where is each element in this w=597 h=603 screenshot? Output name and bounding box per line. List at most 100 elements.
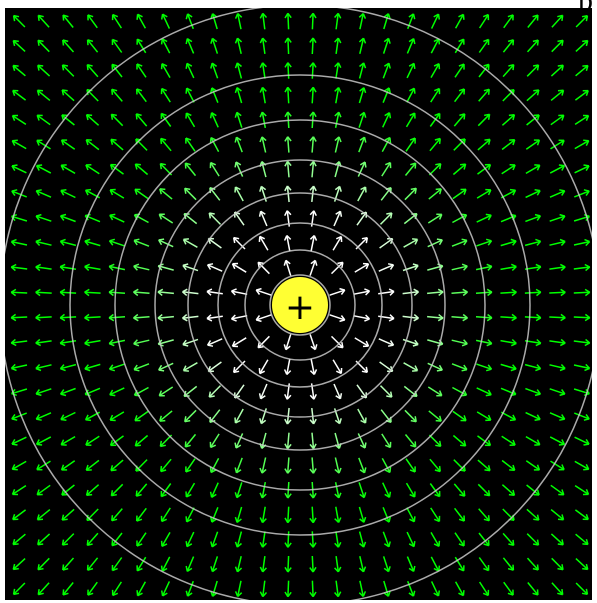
field-arrow [477, 435, 492, 447]
field-arrow [10, 238, 28, 247]
field-arrow [475, 263, 493, 271]
field-arrow [334, 86, 342, 104]
field-arrow [60, 411, 76, 422]
field-arrow [358, 62, 367, 79]
field-arrow [84, 313, 101, 322]
field-arrow [86, 63, 99, 78]
field-arrow [407, 580, 416, 597]
field-arrow [430, 581, 441, 597]
field-arrow [158, 238, 174, 248]
field-arrow [134, 434, 149, 447]
field-diagram: + [5, 8, 592, 600]
field-arrow [478, 557, 490, 572]
field-arrow [87, 581, 98, 596]
field-arrow [354, 337, 370, 348]
field-arrow [160, 458, 172, 473]
field-arrow [210, 580, 218, 597]
field-arrow [382, 507, 392, 523]
field-arrow [37, 64, 51, 77]
field-arrow [109, 163, 124, 175]
field-arrow [309, 555, 317, 573]
field-arrow [62, 14, 74, 28]
field-arrow [11, 189, 27, 198]
field-arrow [108, 238, 125, 247]
field-arrow [334, 136, 342, 153]
field-arrow [11, 139, 27, 150]
field-arrow [378, 338, 395, 347]
field-arrow [59, 387, 76, 397]
field-arrow [309, 358, 318, 376]
field-arrow [259, 62, 267, 79]
field-arrow [500, 363, 517, 372]
field-arrow [35, 388, 52, 397]
field-arrow [476, 188, 492, 199]
field-arrow [574, 89, 589, 101]
field-arrow [451, 288, 468, 297]
field-arrow [36, 89, 51, 101]
field-arrow [549, 164, 566, 174]
field-arrow [185, 62, 195, 79]
field-arrow [36, 460, 51, 471]
field-arrow [402, 314, 419, 322]
field-arrow [62, 39, 75, 53]
field-arrow [35, 263, 52, 272]
field-arrow [185, 482, 196, 498]
field-arrow [382, 531, 391, 548]
field-arrow [284, 136, 292, 153]
field-arrow [259, 580, 268, 598]
field-arrow [428, 188, 442, 200]
field-arrow [206, 338, 223, 347]
field-arrow [358, 111, 367, 128]
field-arrow [353, 288, 371, 296]
field-arrow [134, 410, 149, 422]
field-arrow [234, 580, 243, 598]
field-arrow [258, 235, 269, 251]
field-arrow [525, 435, 541, 446]
field-arrow [525, 164, 541, 175]
field-arrow [427, 314, 444, 322]
field-arrow [502, 88, 515, 102]
field-arrow [525, 188, 541, 199]
field-arrow [525, 387, 542, 397]
field-arrow [234, 136, 243, 153]
field-arrow [500, 263, 517, 272]
charge-circle [272, 277, 328, 333]
field-arrow [232, 236, 246, 250]
field-arrow [255, 314, 272, 323]
field-arrow [382, 556, 391, 573]
field-arrow [525, 213, 542, 223]
field-arrow [182, 263, 199, 272]
field-arrow [284, 12, 292, 30]
field-arrow [234, 161, 244, 177]
field-arrow [358, 12, 367, 30]
field-arrow [11, 164, 27, 174]
field-arrow [206, 263, 223, 272]
field-arrow [206, 288, 223, 296]
equipotential-circle [187, 192, 413, 418]
field-arrow [86, 39, 99, 53]
field-arrow [358, 457, 367, 474]
field-arrow [358, 506, 367, 523]
field-arrow [259, 506, 267, 524]
field-arrow [157, 288, 174, 296]
field-arrow [402, 288, 419, 296]
field-arrows [10, 12, 591, 598]
field-arrow [429, 137, 441, 152]
field-arrow [184, 409, 197, 423]
field-arrow [86, 532, 99, 547]
field-arrow [208, 212, 222, 225]
field-arrow [109, 411, 125, 422]
field-arrow [283, 234, 292, 252]
field-arrow [309, 136, 317, 153]
field-arrow [477, 163, 492, 175]
field-arrow [382, 62, 391, 79]
field-arrow [332, 235, 343, 251]
field-arrow [11, 460, 27, 471]
field-arrow [234, 457, 243, 474]
field-arrow [454, 507, 466, 522]
field-arrow [403, 238, 419, 248]
field-arrow [11, 484, 27, 496]
field-arrow [358, 580, 367, 598]
field-arrow [502, 508, 515, 522]
field-arrow [110, 483, 124, 497]
